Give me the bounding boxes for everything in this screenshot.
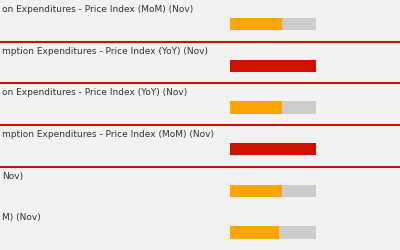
Bar <box>230 143 316 156</box>
Text: M) (Nov): M) (Nov) <box>2 213 41 222</box>
Text: mption Expenditures - Price Index (MoM) (Nov): mption Expenditures - Price Index (MoM) … <box>2 130 214 139</box>
Bar <box>230 101 282 114</box>
Bar <box>230 101 316 114</box>
Text: on Expenditures - Price Index (YoY) (Nov): on Expenditures - Price Index (YoY) (Nov… <box>2 88 187 97</box>
Text: mption Expenditures - Price Index (YoY) (Nov): mption Expenditures - Price Index (YoY) … <box>2 47 208 56</box>
Bar <box>230 60 316 72</box>
Bar <box>230 184 316 197</box>
Text: Nov): Nov) <box>2 172 23 181</box>
Bar <box>230 184 282 197</box>
Bar <box>230 18 282 30</box>
Bar <box>230 226 316 239</box>
Bar <box>230 18 316 30</box>
Bar <box>230 226 279 239</box>
Text: on Expenditures - Price Index (MoM) (Nov): on Expenditures - Price Index (MoM) (Nov… <box>2 5 193 14</box>
